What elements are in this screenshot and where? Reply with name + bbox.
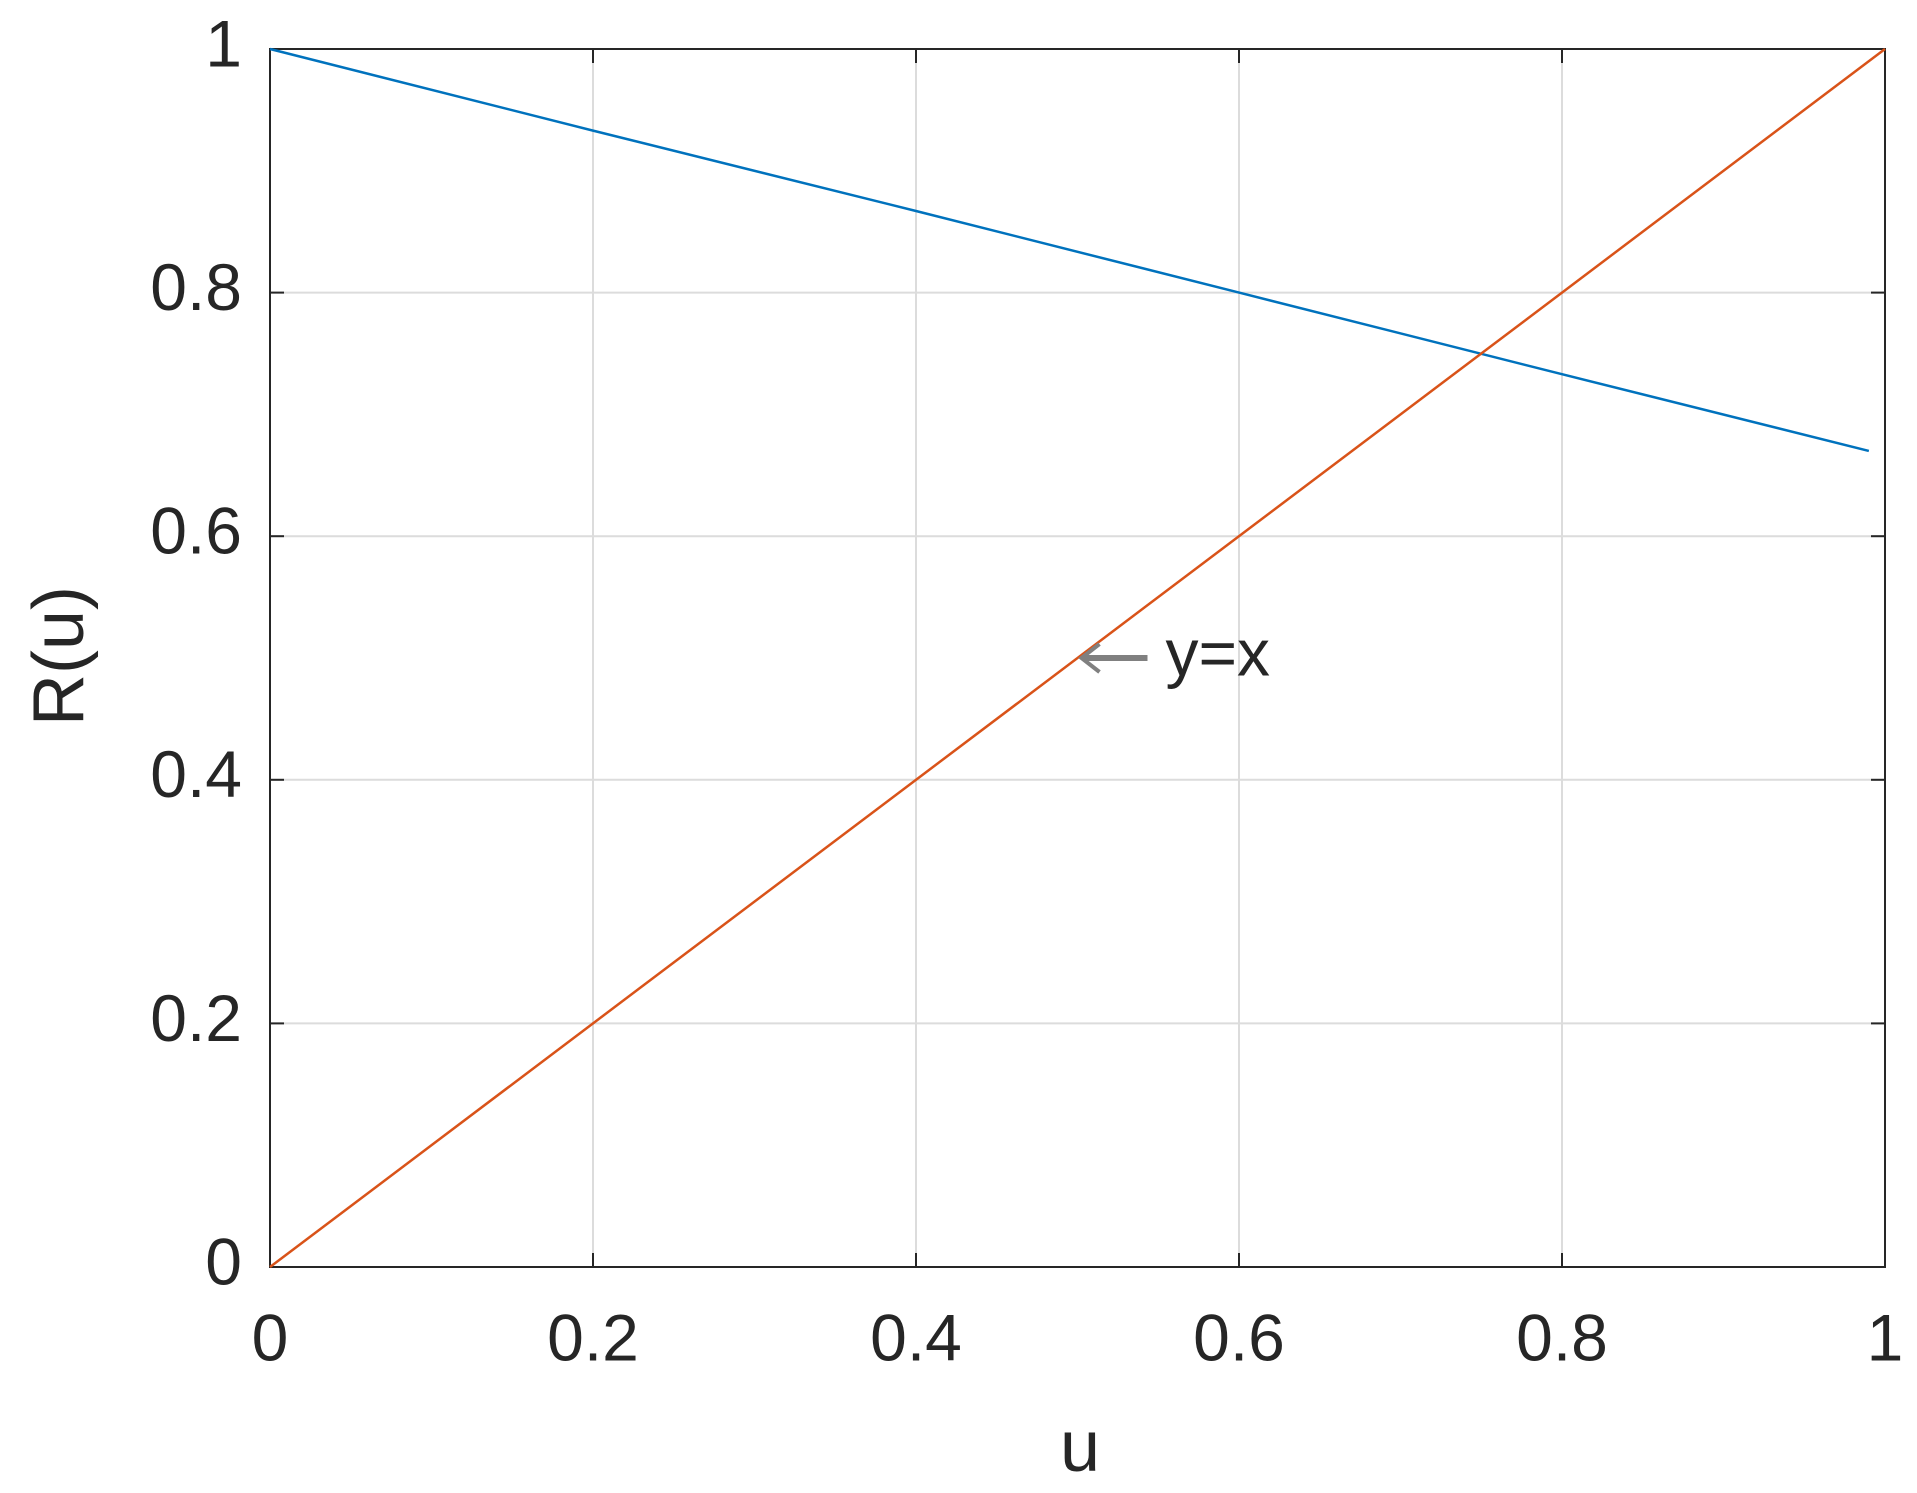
x-tick-label: 0.2 (547, 1300, 639, 1374)
y-tick-label: 0 (205, 1224, 242, 1298)
annotation: y=x (1166, 615, 1271, 689)
x-tick-label: 0 (252, 1300, 289, 1374)
line-series (269, 47, 1870, 453)
x-tick-label: 0.4 (870, 1300, 962, 1374)
x-tick-label: 0.8 (1516, 1300, 1608, 1374)
y-tick-label: 0.6 (150, 494, 242, 568)
y-tick-label: 0.4 (150, 737, 242, 811)
x-tick-label: 1 (1867, 1300, 1904, 1374)
annotation-arrowhead (1078, 642, 1101, 674)
y-tick-label: 0.8 (150, 250, 242, 324)
y-axis-label: R(u) (19, 586, 99, 726)
x-axis-label: u (1060, 1407, 1100, 1487)
y-tick-label: 0.2 (150, 981, 242, 1055)
y-tick-label: 1 (205, 6, 242, 80)
line-series (269, 48, 1886, 1268)
plot-frame (269, 48, 1886, 1268)
x-tick-label: 0.6 (1193, 1300, 1285, 1374)
